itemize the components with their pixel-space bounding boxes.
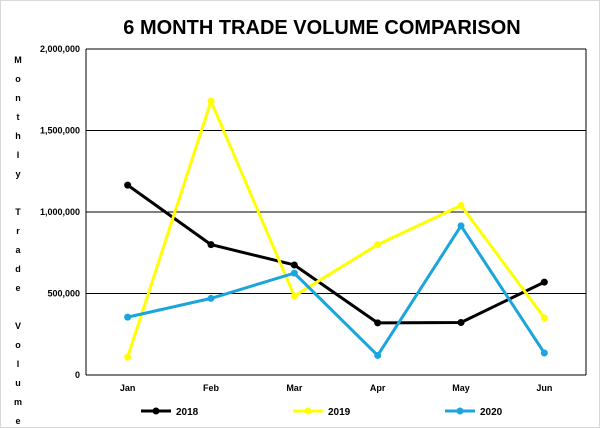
legend-label: 2018 bbox=[176, 407, 199, 418]
y-axis-label-char: l bbox=[17, 150, 20, 160]
y-axis-label-char: e bbox=[15, 416, 20, 426]
data-point bbox=[207, 97, 215, 105]
series-lines bbox=[124, 97, 548, 361]
series-line bbox=[126, 183, 545, 325]
series-2019 bbox=[124, 97, 548, 361]
gridlines bbox=[85, 48, 587, 376]
y-axis-label-char: l bbox=[17, 359, 20, 369]
y-tick-label: 0 bbox=[75, 370, 80, 380]
data-point bbox=[457, 222, 465, 230]
data-point bbox=[207, 241, 215, 249]
data-point bbox=[457, 319, 465, 327]
y-tick-labels: 0 500,000 1,000,000 1,500,000 2,000,000 bbox=[40, 44, 80, 380]
legend-item-2020: 2020 bbox=[445, 407, 503, 418]
legend-swatch-marker bbox=[304, 407, 312, 415]
data-point bbox=[290, 269, 298, 277]
data-point bbox=[457, 201, 465, 209]
x-tick-labels: Jan Feb Mar Apr May Jun bbox=[120, 383, 552, 393]
y-axis-label-char: u bbox=[15, 378, 21, 388]
y-axis-label-char: n bbox=[15, 93, 21, 103]
legend-label: 2020 bbox=[480, 407, 503, 418]
y-axis-label-char: V bbox=[15, 321, 21, 331]
data-point bbox=[290, 292, 298, 300]
data-point bbox=[124, 313, 132, 321]
data-point bbox=[207, 294, 215, 302]
y-axis-label-char: o bbox=[15, 74, 21, 84]
data-point bbox=[124, 181, 132, 189]
legend-item-2018: 2018 bbox=[141, 407, 199, 418]
legend-swatch-marker bbox=[456, 407, 464, 415]
series-line bbox=[127, 224, 546, 357]
data-point bbox=[290, 261, 298, 269]
y-tick-label: 1,500,000 bbox=[40, 126, 80, 136]
x-tick-label: Apr bbox=[370, 383, 386, 393]
legend: 2018 2019 2020 bbox=[141, 407, 503, 418]
y-axis-label-char: a bbox=[15, 245, 21, 255]
legend-label: 2019 bbox=[328, 407, 351, 418]
data-point bbox=[540, 278, 548, 286]
x-tick-label: Jan bbox=[120, 383, 136, 393]
series-line bbox=[126, 99, 546, 358]
y-axis-label-char: M bbox=[14, 55, 22, 65]
series-2020 bbox=[124, 222, 548, 359]
y-axis-label-char: o bbox=[15, 340, 21, 350]
chart-title: 6 MONTH TRADE VOLUME COMPARISON bbox=[123, 17, 520, 39]
data-point bbox=[540, 349, 548, 357]
legend-swatch-marker bbox=[152, 407, 160, 415]
x-tick-label: May bbox=[452, 383, 470, 393]
y-axis-label-char: m bbox=[14, 397, 22, 407]
data-point bbox=[374, 351, 382, 359]
x-tick-label: Jun bbox=[536, 383, 552, 393]
y-axis-label-char: t bbox=[17, 112, 20, 122]
series-2018 bbox=[124, 181, 548, 327]
y-axis-label-char: h bbox=[15, 131, 21, 141]
y-tick-label: 1,000,000 bbox=[40, 207, 80, 217]
legend-item-2019: 2019 bbox=[293, 407, 351, 418]
y-axis-label-char: d bbox=[15, 264, 21, 274]
y-axis-label-char: y bbox=[15, 169, 20, 179]
y-axis-label-char: r bbox=[16, 226, 20, 236]
x-tick-label: Feb bbox=[203, 383, 220, 393]
data-point bbox=[124, 353, 132, 361]
y-axis-label-char: T bbox=[15, 207, 21, 217]
y-tick-label: 2,000,000 bbox=[40, 44, 80, 54]
data-point bbox=[374, 241, 382, 249]
data-point bbox=[374, 319, 382, 327]
data-point bbox=[540, 314, 548, 322]
y-tick-label: 500,000 bbox=[47, 289, 80, 299]
x-tick-label: Mar bbox=[286, 383, 303, 393]
y-axis-label-char: e bbox=[15, 283, 20, 293]
